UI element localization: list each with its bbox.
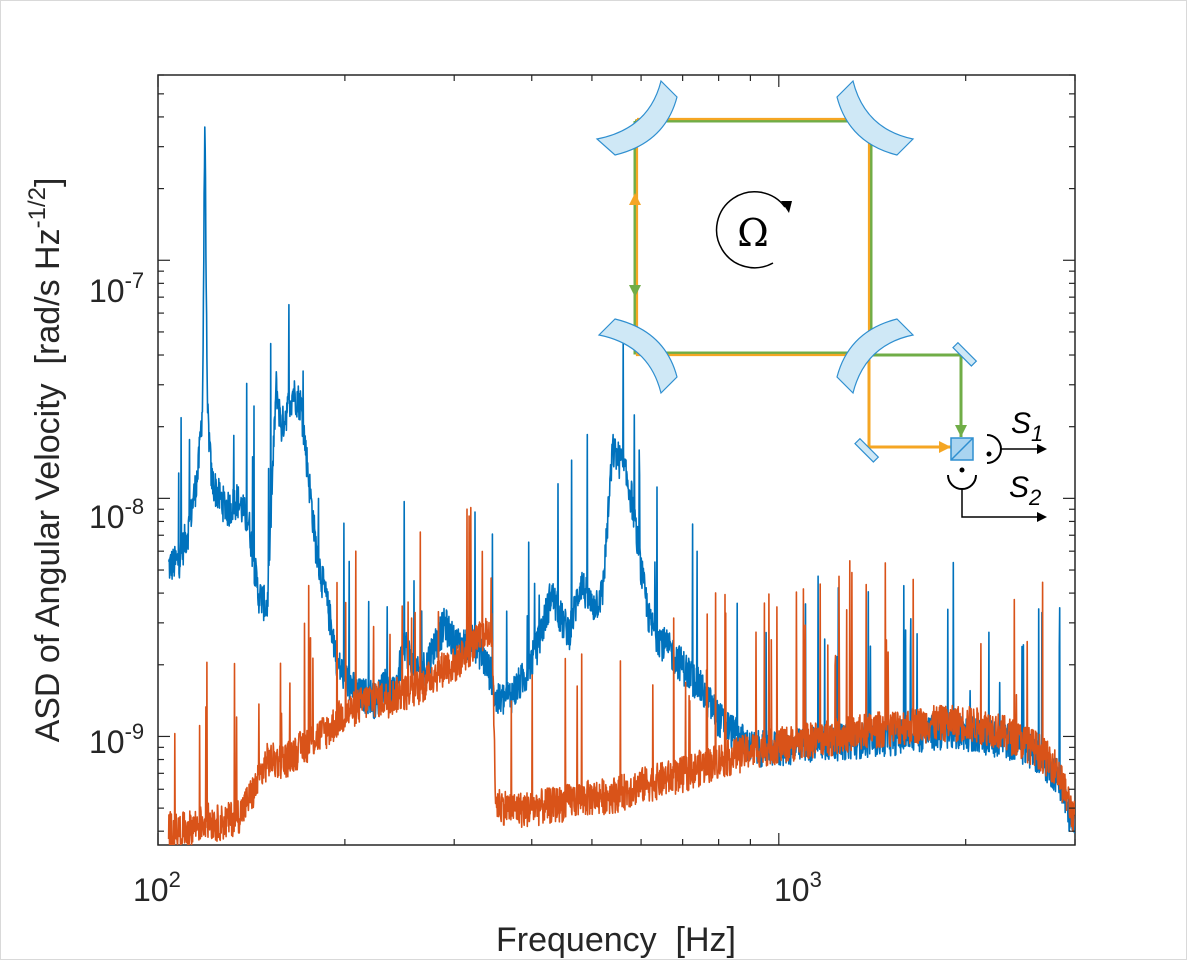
ccw-arrow-down bbox=[629, 285, 641, 297]
detector-s1 bbox=[986, 434, 1002, 464]
signal-s2-line bbox=[961, 489, 1041, 518]
cw-arrow-into-splitter bbox=[939, 441, 951, 453]
series-line-orange bbox=[167, 506, 1075, 845]
mirror-bottom-right bbox=[836, 318, 915, 395]
y-tick-label-1e-8: 10-8 bbox=[89, 494, 144, 535]
detector-s2-dot bbox=[959, 467, 965, 473]
ccw-arrow-into-splitter bbox=[955, 425, 967, 437]
detector-s1-dot bbox=[986, 451, 992, 457]
signal-s2-arrow bbox=[1037, 512, 1047, 522]
rotation-arrow-icon bbox=[715, 191, 786, 269]
mirror-top-left bbox=[595, 79, 678, 156]
signal-s2-label: S2 bbox=[1009, 471, 1041, 510]
ring-laser-inset: S1 S2 Ω bbox=[595, 79, 1047, 522]
steering-mirror-left bbox=[854, 437, 880, 463]
omega-label: Ω bbox=[737, 211, 769, 255]
steering-mirror-right bbox=[952, 341, 978, 367]
x-tick-label-100: 102 bbox=[133, 867, 181, 908]
rotation-arrowhead bbox=[781, 201, 792, 213]
cw-arrow-up bbox=[629, 193, 641, 205]
y-tick-label-1e-7: 10-7 bbox=[89, 268, 144, 309]
axis-ticks bbox=[157, 74, 1076, 845]
detector-s2 bbox=[947, 474, 977, 490]
x-axis-title: Frequency [Hz] bbox=[496, 921, 736, 959]
beam-splitter-diagonal bbox=[950, 437, 974, 461]
signal-s1-arrow bbox=[1037, 444, 1047, 454]
mirror-bottom-left bbox=[597, 318, 678, 395]
series-group bbox=[167, 126, 1075, 845]
y-axis-title: ASD of Angular Velocity [rad/s Hz-1/2] bbox=[24, 178, 67, 743]
mirror-top-right bbox=[836, 79, 915, 156]
y-tick-label-1e-9: 10-9 bbox=[89, 719, 144, 760]
signal-s1-label: S1 bbox=[1011, 407, 1043, 446]
x-tick-label-1000: 103 bbox=[774, 867, 822, 908]
